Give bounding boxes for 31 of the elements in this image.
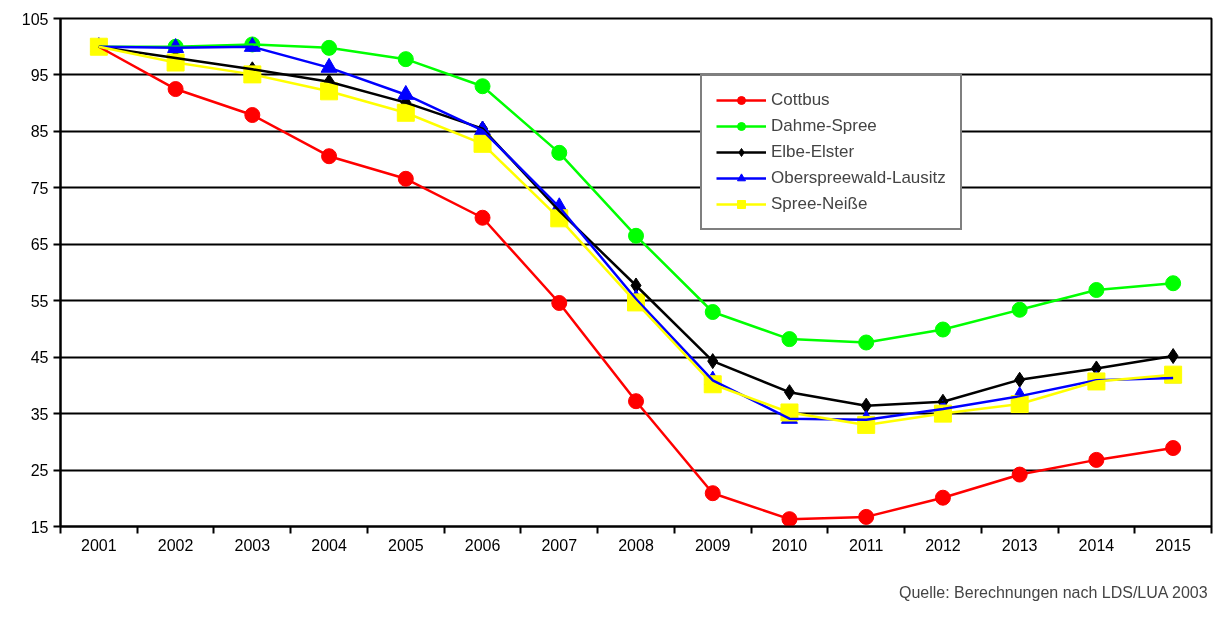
- legend-label: Elbe-Elster: [771, 142, 855, 162]
- x-tick-label: 2006: [464, 536, 501, 554]
- x-tick-label: 2005: [388, 536, 424, 554]
- y-tick-label: 15: [30, 518, 49, 536]
- source-note: Quelle: Berechnungen nach LDS/LUA 2003: [898, 583, 1208, 601]
- legend-label: Spree-Neiße: [771, 194, 868, 214]
- x-tick-label: 2003: [234, 536, 271, 554]
- legend-label: Cottbus: [771, 90, 830, 110]
- x-tick-label: 2011: [849, 536, 884, 554]
- x-tick-label: 2014: [1078, 536, 1115, 554]
- x-tick-label: 2010: [771, 536, 808, 554]
- x-tick-label: 2015: [1155, 536, 1192, 554]
- y-tick-label: 95: [30, 66, 49, 84]
- y-tick-label: 55: [30, 292, 49, 310]
- y-tick-label: 65: [30, 236, 49, 254]
- y-tick-label: 25: [30, 462, 49, 480]
- x-tick-label: 2009: [694, 536, 731, 554]
- y-tick-label: 45: [30, 349, 49, 367]
- y-tick-label: 85: [30, 123, 49, 141]
- y-tick-label: 105: [21, 10, 49, 28]
- x-tick-label: 2012: [925, 536, 961, 554]
- y-tick-label: 35: [30, 405, 49, 423]
- x-tick-label: 2013: [1001, 536, 1038, 554]
- x-tick-label: 2002: [157, 536, 194, 554]
- x-tick-label: 2004: [311, 536, 347, 554]
- legend-label: Dahme-Spree: [771, 116, 877, 136]
- x-tick-label: 2008: [618, 536, 654, 554]
- legend-label: Oberspreewald-Lausitz: [771, 168, 946, 188]
- y-tick-label: 75: [30, 179, 49, 197]
- x-tick-label: 2001: [81, 536, 117, 554]
- x-tick-label: 2007: [541, 536, 578, 554]
